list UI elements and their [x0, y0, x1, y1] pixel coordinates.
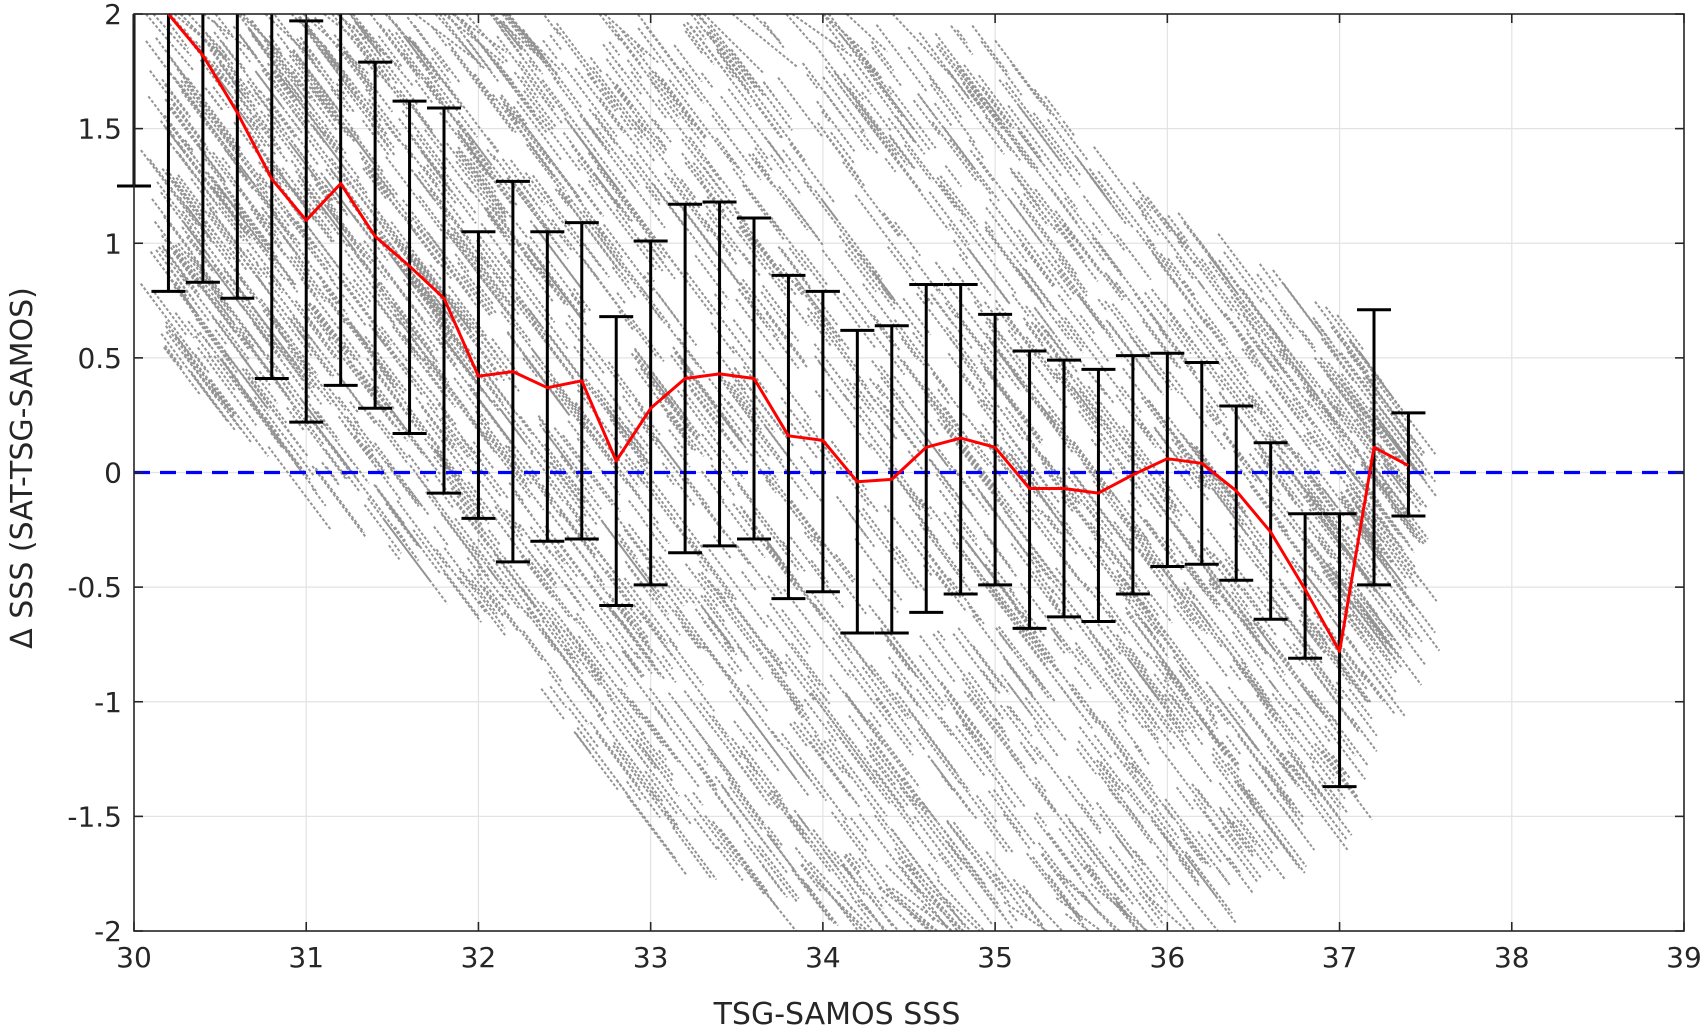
x-tick-label: 36: [1150, 941, 1186, 974]
y-tick-label: 2: [104, 0, 122, 31]
mean-line-layer: [167, 13, 1410, 653]
mean-line: [167, 13, 1410, 653]
axes-layer: [133, 13, 1685, 932]
x-tick-label: 35: [977, 941, 1013, 974]
x-tick-label: 30: [116, 941, 152, 974]
errorbar-layer: [117, 14, 1426, 789]
y-axis-label: Δ SSS (SAT-TSG-SAMOS): [5, 287, 40, 649]
x-tick-label: 39: [1666, 941, 1702, 974]
x-tick-label: 34: [805, 941, 841, 974]
y-tick-label: 0: [104, 457, 122, 490]
y-tick-label: 1: [104, 227, 122, 260]
x-axis-label: TSG-SAMOS SSS: [713, 997, 961, 1031]
x-tick-label: 31: [288, 941, 324, 974]
x-tick-label: 32: [461, 941, 497, 974]
x-tick-label: 37: [1322, 941, 1358, 974]
y-tick-label: -2: [94, 915, 122, 948]
y-tick-label: 1.5: [77, 113, 122, 146]
y-tick-label: -1: [94, 686, 122, 719]
y-tick-label: -0.5: [67, 571, 122, 604]
y-tick-label: 0.5: [77, 342, 122, 375]
y-tick-label: -1.5: [67, 800, 122, 833]
tick-labels-layer: 30 31 32 33 34 35 36 37 38 39 -2 -1.5 -1 -0.5 0 0.5 1 1.5…: [67, 0, 1701, 974]
x-tick-label: 33: [633, 941, 669, 974]
x-tick-label: 38: [1494, 941, 1530, 974]
